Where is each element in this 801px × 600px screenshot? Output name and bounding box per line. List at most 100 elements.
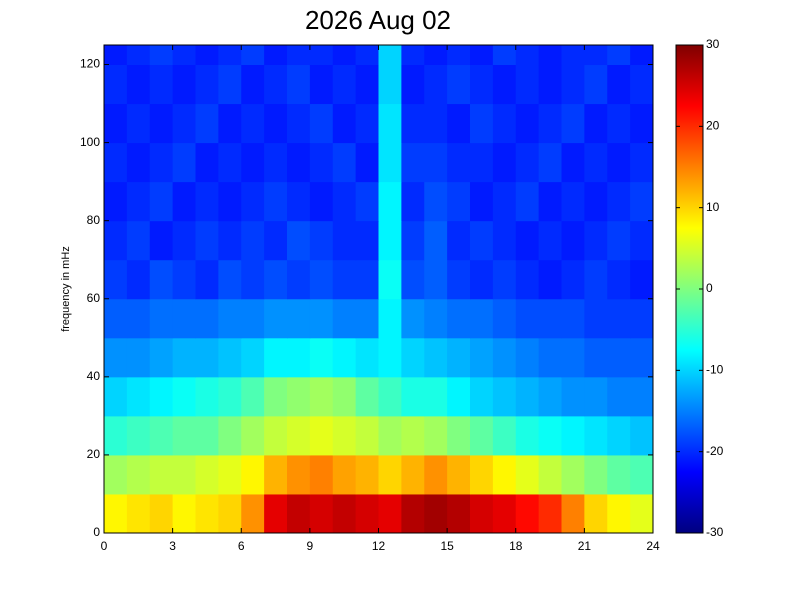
heatmap-cell bbox=[104, 64, 128, 105]
heatmap-cell bbox=[470, 337, 494, 378]
heatmap-cell bbox=[287, 376, 311, 417]
x-tick-label: 9 bbox=[307, 539, 314, 553]
heatmap-cell bbox=[424, 298, 448, 339]
heatmap-cell bbox=[607, 376, 631, 417]
heatmap-cell bbox=[538, 415, 562, 456]
heatmap-cell bbox=[172, 64, 196, 105]
heatmap-cell bbox=[470, 103, 494, 144]
heatmap-cell bbox=[172, 220, 196, 261]
heatmap-cell bbox=[218, 493, 242, 533]
heatmap-cell bbox=[264, 415, 288, 456]
heatmap-cell bbox=[630, 181, 653, 222]
heatmap-cell bbox=[218, 181, 242, 222]
heatmap-cell bbox=[287, 415, 311, 456]
heatmap-cell bbox=[149, 45, 174, 66]
heatmap-cell bbox=[172, 454, 196, 495]
heatmap-cell bbox=[515, 376, 540, 417]
heatmap-cell bbox=[447, 454, 471, 495]
heatmap-cell bbox=[378, 45, 402, 66]
heatmap-cell bbox=[126, 64, 151, 105]
heatmap-cell bbox=[515, 220, 540, 261]
heatmap-cell bbox=[378, 64, 402, 105]
heatmap-cell bbox=[332, 493, 357, 533]
heatmap-cell bbox=[264, 337, 288, 378]
heatmap-cell bbox=[309, 493, 334, 533]
heatmap-cell bbox=[218, 220, 242, 261]
heatmap-cell bbox=[607, 415, 631, 456]
heatmap-cell bbox=[515, 45, 540, 66]
heatmap-cell bbox=[561, 454, 585, 495]
heatmap-cell bbox=[332, 64, 357, 105]
heatmap-cell bbox=[355, 337, 379, 378]
heatmap-cell bbox=[172, 259, 196, 300]
heatmap-cell bbox=[492, 220, 517, 261]
heatmap-cell bbox=[149, 103, 174, 144]
heatmap-cell bbox=[561, 376, 585, 417]
heatmap-cell bbox=[195, 454, 219, 495]
heatmap-cell bbox=[401, 454, 425, 495]
heatmap-cell bbox=[561, 298, 585, 339]
y-tick-label: 120 bbox=[80, 57, 100, 71]
heatmap-cell bbox=[630, 142, 653, 183]
heatmap-cell bbox=[447, 45, 471, 66]
heatmap-cell bbox=[149, 259, 174, 300]
heatmap-cell bbox=[195, 259, 219, 300]
heatmap-cell bbox=[195, 415, 219, 456]
colorbar-tick-label: 10 bbox=[706, 200, 720, 214]
heatmap-cell bbox=[126, 181, 151, 222]
heatmap-cell bbox=[332, 298, 357, 339]
colorbar bbox=[675, 44, 704, 534]
heatmap-cell bbox=[287, 45, 311, 66]
heatmap-cell bbox=[607, 103, 631, 144]
heatmap-cell bbox=[104, 376, 128, 417]
heatmap-cell bbox=[149, 64, 174, 105]
heatmap-cell bbox=[492, 45, 517, 66]
heatmap-cell bbox=[378, 376, 402, 417]
heatmap-cell bbox=[470, 298, 494, 339]
heatmap-cell bbox=[172, 376, 196, 417]
heatmap-cell bbox=[104, 181, 128, 222]
heatmap-cell bbox=[584, 103, 608, 144]
heatmap-cell bbox=[195, 103, 219, 144]
heatmap-cell bbox=[630, 376, 653, 417]
heatmap-cell bbox=[515, 181, 540, 222]
heatmap-cell bbox=[492, 415, 517, 456]
heatmap-cell bbox=[515, 103, 540, 144]
heatmap-cell bbox=[287, 259, 311, 300]
heatmap-cell bbox=[607, 142, 631, 183]
heatmap-cell bbox=[287, 181, 311, 222]
heatmap-cell bbox=[492, 103, 517, 144]
heatmap-cell bbox=[309, 220, 334, 261]
heatmap-cell bbox=[241, 454, 265, 495]
heatmap-cell bbox=[264, 45, 288, 66]
heatmap-cell bbox=[355, 64, 379, 105]
heatmap-cell bbox=[126, 376, 151, 417]
heatmap-cell bbox=[447, 142, 471, 183]
heatmap-cell bbox=[424, 259, 448, 300]
heatmap-cell bbox=[126, 415, 151, 456]
heatmap-cell bbox=[470, 45, 494, 66]
heatmap-cell bbox=[378, 220, 402, 261]
heatmap-cell bbox=[355, 142, 379, 183]
heatmap-cell bbox=[149, 376, 174, 417]
heatmap-cell bbox=[355, 45, 379, 66]
x-tick-label: 18 bbox=[509, 539, 523, 553]
heatmap-cell bbox=[561, 415, 585, 456]
heatmap-cell bbox=[126, 45, 151, 66]
heatmap-cell bbox=[538, 103, 562, 144]
heatmap-cell bbox=[378, 103, 402, 144]
heatmap-cell bbox=[309, 45, 334, 66]
heatmap-cell bbox=[584, 142, 608, 183]
heatmap-cell bbox=[149, 337, 174, 378]
heatmap-cell bbox=[287, 298, 311, 339]
heatmap-cell bbox=[126, 298, 151, 339]
heatmap-cell bbox=[287, 64, 311, 105]
heatmap-cell bbox=[447, 493, 471, 533]
heatmap-cell bbox=[424, 220, 448, 261]
heatmap-cell bbox=[401, 64, 425, 105]
heatmap-cell bbox=[538, 298, 562, 339]
heatmap-cell bbox=[538, 64, 562, 105]
heatmap-cell bbox=[218, 259, 242, 300]
heatmap-cell bbox=[287, 103, 311, 144]
heatmap-cell bbox=[309, 259, 334, 300]
